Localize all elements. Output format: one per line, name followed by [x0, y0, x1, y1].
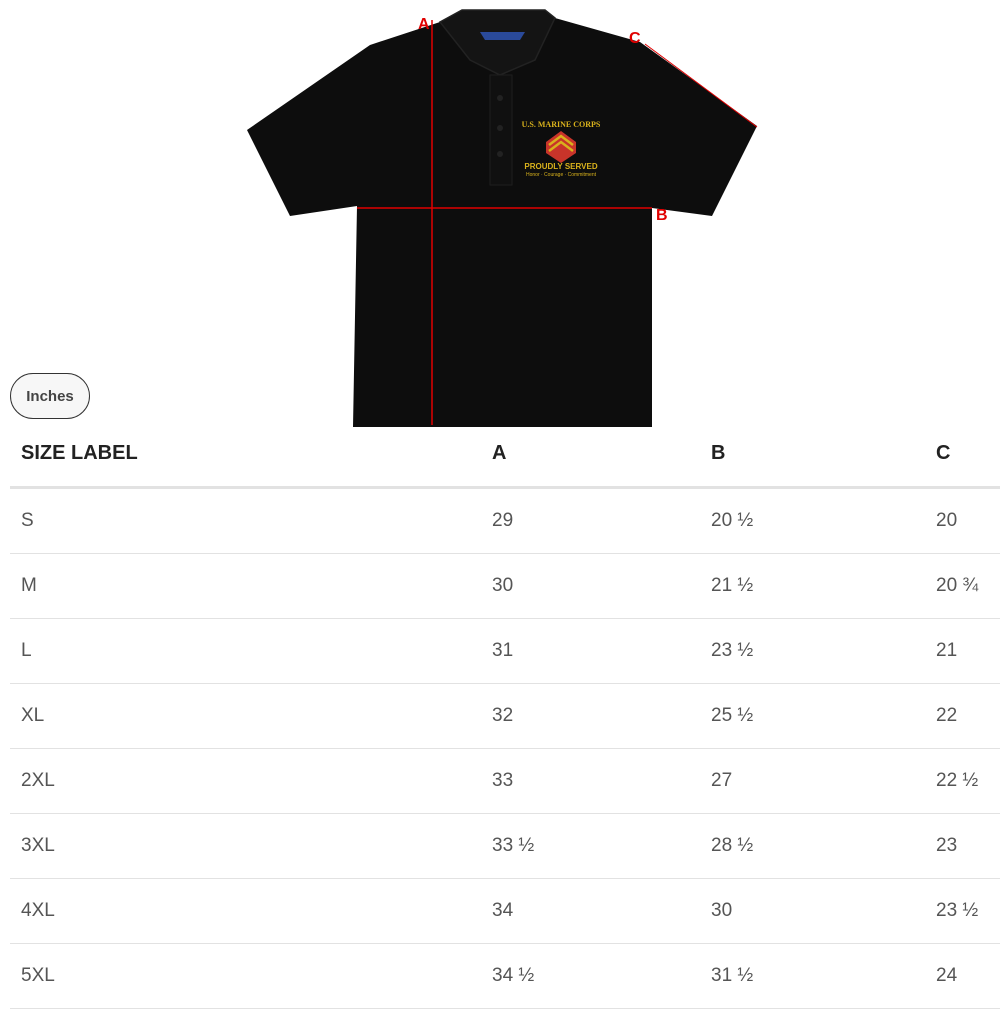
cell-b: 20 ½: [700, 487, 925, 554]
cell-size: 2XL: [10, 748, 481, 814]
header-size-label: SIZE LABEL: [10, 420, 481, 489]
cell-size: 3XL: [10, 813, 481, 879]
cell-c: 23 ½: [925, 878, 1000, 944]
table-header-row: SIZE LABEL A B C: [10, 420, 1000, 489]
cell-a: 34: [481, 878, 700, 944]
logo-line-3: Honor · Courage · Commitment: [526, 172, 597, 178]
cell-b: 21 ½: [700, 553, 925, 619]
cell-size: XL: [10, 683, 481, 749]
cell-c: 20 ¾: [925, 553, 1000, 619]
cell-a: 30: [481, 553, 700, 619]
measure-line-c: [644, 43, 758, 128]
cell-a: 32: [481, 683, 700, 749]
units-toggle-inches-button[interactable]: Inches: [10, 373, 90, 419]
cell-c: 22: [925, 683, 1000, 749]
cell-c: 20: [925, 487, 1000, 554]
table-row: M 30 21 ½ 20 ¾: [10, 553, 1000, 619]
cell-size: L: [10, 618, 481, 684]
cell-b: 30: [700, 878, 925, 944]
cell-c: 23: [925, 813, 1000, 879]
table-row: 5XL 34 ½ 31 ½ 24: [10, 943, 1000, 1009]
table-row: XL 32 25 ½ 22: [10, 683, 1000, 749]
cell-b: 31 ½: [700, 943, 925, 1009]
cell-b: 25 ½: [700, 683, 925, 749]
table-row: 4XL 34 30 23 ½: [10, 878, 1000, 944]
cell-size: 4XL: [10, 878, 481, 944]
polo-shirt-image: U.S. MARINE CORPS PROUDLY SERVED Honor ·…: [247, 9, 757, 427]
header-c: C: [925, 420, 1000, 489]
cell-c: 22 ½: [925, 748, 1000, 814]
cell-size: 5XL: [10, 943, 481, 1009]
cell-c: 24: [925, 943, 1000, 1009]
cell-size: S: [10, 487, 481, 554]
logo-line-2: PROUDLY SERVED: [524, 162, 597, 171]
logo-line-1: U.S. MARINE CORPS: [522, 120, 601, 129]
cell-b: 28 ½: [700, 813, 925, 879]
cell-size: M: [10, 553, 481, 619]
cell-a: 31: [481, 618, 700, 684]
cell-a: 29: [481, 487, 700, 554]
table-row: S 29 20 ½ 20: [10, 487, 1000, 554]
label-b: B: [656, 207, 668, 224]
polo-shirt-measurement-diagram: U.S. MARINE CORPS PROUDLY SERVED Honor ·…: [247, 9, 758, 427]
table-row: 2XL 33 27 22 ½: [10, 748, 1000, 814]
header-a: A: [481, 420, 700, 489]
cell-a: 34 ½: [481, 943, 700, 1009]
cell-a: 33 ½: [481, 813, 700, 879]
label-c: C: [629, 30, 641, 47]
cell-a: 33: [481, 748, 700, 814]
cell-b: 27: [700, 748, 925, 814]
header-b: B: [700, 420, 925, 489]
size-chart-table: SIZE LABEL A B C S 29 20 ½ 20 M 30 21 ½ 20 ¾ L 31…: [10, 420, 1000, 1009]
cell-b: 23 ½: [700, 618, 925, 684]
table-row: L 31 23 ½ 21: [10, 618, 1000, 684]
chevron-insignia-icon: [546, 131, 576, 163]
cell-c: 21: [925, 618, 1000, 684]
table-row: 3XL 33 ½ 28 ½ 23: [10, 813, 1000, 879]
label-a: A: [418, 16, 430, 33]
